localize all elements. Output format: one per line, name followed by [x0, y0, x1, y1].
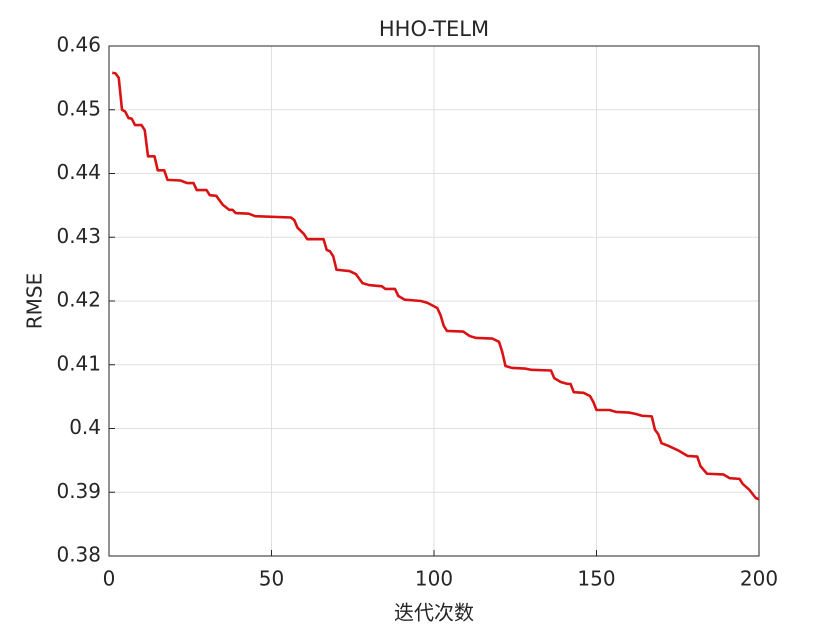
x-tick-label: 150	[577, 567, 615, 591]
y-axis-label: RMSE	[23, 273, 47, 329]
plot-frame	[108, 45, 760, 557]
x-tick-label: 50	[259, 567, 284, 591]
y-tick-label: 0.43	[56, 224, 101, 248]
y-tick-label: 0.44	[56, 160, 101, 184]
y-tick-label: 0.39	[56, 479, 101, 503]
y-tick-label: 0.38	[56, 543, 101, 567]
y-tick-label: 0.41	[56, 351, 101, 375]
y-tick-label: 0.42	[56, 288, 101, 312]
x-tick-label: 200	[740, 567, 778, 591]
y-tick-label: 0.45	[56, 96, 101, 120]
x-tick-label: 100	[415, 567, 453, 591]
line-series	[112, 71, 760, 501]
x-axis-label: 迭代次数	[394, 601, 474, 625]
x-tick-label: 0	[103, 567, 116, 591]
y-tick-label: 0.46	[56, 33, 101, 57]
chart-title: HHO-TELM	[379, 17, 489, 41]
y-tick-label: 0.4	[69, 415, 101, 439]
